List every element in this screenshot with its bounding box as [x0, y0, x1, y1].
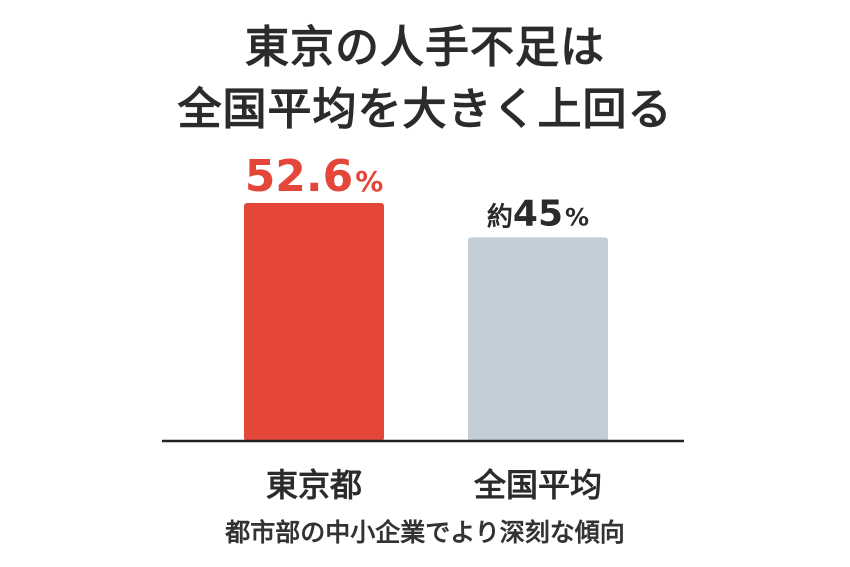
- value-label-unit: %: [565, 203, 589, 231]
- chart-footnote: 都市部の中小企業でより深刻な傾向: [225, 518, 625, 547]
- bar-2: [468, 237, 608, 441]
- chart-title-line-1: 東京の人手不足は: [245, 22, 605, 73]
- bar-1: [244, 203, 384, 441]
- value-label-2: 約45%: [487, 193, 589, 234]
- value-label-number: 52.6: [245, 151, 354, 202]
- value-label-number: 45: [513, 193, 563, 234]
- value-label-1: 52.6%: [245, 151, 384, 202]
- value-label-prefix: 約: [487, 201, 513, 232]
- value-label-unit: %: [355, 165, 383, 198]
- category-label-1: 東京都: [266, 466, 362, 504]
- category-label-2: 全国平均: [473, 466, 602, 504]
- chart-title-line-2: 全国平均を大きく上回る: [177, 84, 673, 135]
